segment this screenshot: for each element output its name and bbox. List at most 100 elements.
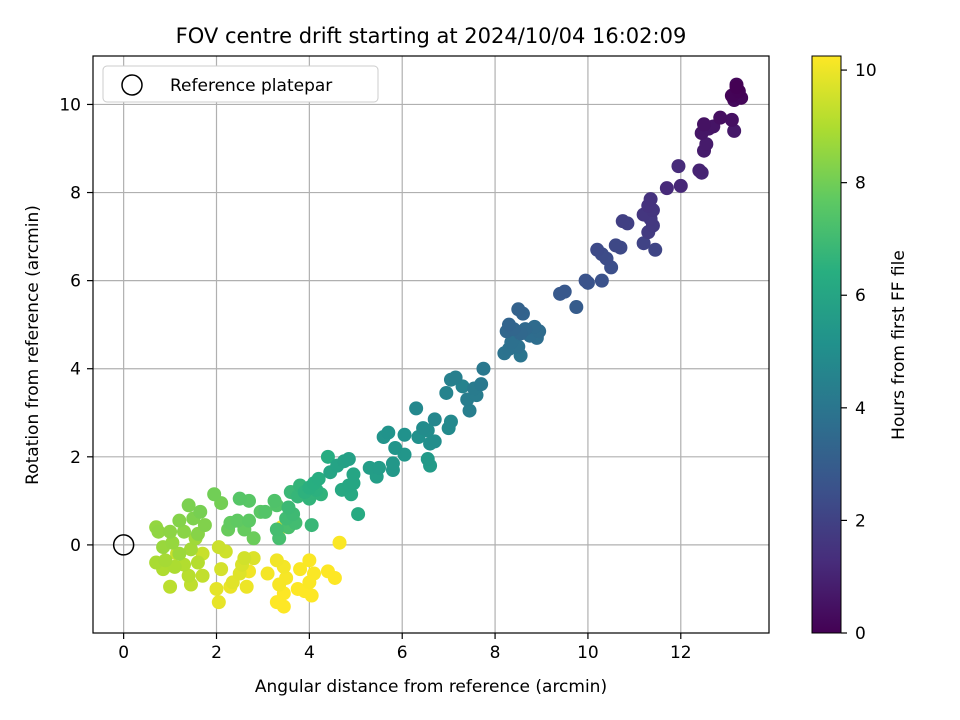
y-axis: 0 2 4 6 8 10	[59, 95, 93, 556]
colorbar-gradient	[811, 55, 842, 634]
chart-title: FOV centre drift starting at 2024/10/04 …	[176, 24, 687, 48]
colorbar-tick-label: 6	[855, 286, 866, 306]
data-point	[276, 599, 291, 614]
data-point	[211, 540, 226, 555]
data-point	[214, 562, 229, 577]
data-point	[272, 577, 287, 592]
legend-box	[102, 65, 379, 103]
data-point	[242, 513, 256, 528]
data-point	[181, 498, 196, 513]
data-point	[385, 456, 400, 471]
y-axis-label: Rotation from reference (arcmin)	[23, 205, 43, 485]
grid-lines	[93, 56, 769, 633]
data-point	[211, 595, 226, 610]
data-point	[304, 518, 319, 533]
data-point	[569, 300, 584, 315]
data-point	[237, 551, 252, 566]
data-point	[409, 401, 424, 416]
colorbar-tick-label: 8	[855, 174, 866, 194]
data-point	[578, 273, 593, 288]
points-layer	[149, 77, 749, 614]
y-tick-label: 10	[59, 95, 81, 115]
x-tick-label: 4	[304, 643, 315, 663]
data-point	[388, 441, 403, 456]
x-axis: 0 2 4 6 8 10 12	[118, 633, 692, 663]
data-point	[462, 403, 477, 418]
data-point	[692, 163, 707, 178]
data-point	[397, 427, 412, 442]
data-point	[293, 562, 308, 577]
x-tick-label: 6	[397, 643, 408, 663]
data-point	[346, 467, 361, 482]
data-point	[332, 535, 347, 550]
data-point	[643, 192, 658, 207]
data-point	[729, 79, 744, 94]
data-point	[183, 542, 198, 557]
x-tick-label: 0	[118, 643, 129, 663]
colorbar-tick-label: 10	[855, 61, 877, 81]
data-point	[209, 581, 224, 596]
data-point	[230, 513, 245, 528]
x-tick-label: 2	[211, 643, 222, 663]
data-point	[177, 524, 191, 539]
data-point	[239, 579, 254, 594]
data-point	[181, 568, 196, 583]
data-point	[727, 123, 742, 138]
data-point	[232, 491, 247, 506]
data-point	[165, 535, 180, 550]
y-tick-label: 2	[70, 448, 81, 468]
data-point	[372, 460, 386, 475]
data-point	[172, 546, 187, 561]
data-point	[163, 524, 178, 539]
data-point	[713, 110, 728, 125]
y-tick-label: 0	[70, 536, 81, 556]
data-point	[557, 284, 572, 299]
plot-frame	[92, 55, 770, 634]
colorbar-ticks: 0 2 4 6 8 10	[841, 61, 877, 644]
data-point	[673, 178, 688, 193]
colorbar-tick-label: 4	[855, 399, 866, 419]
data-point	[443, 414, 458, 429]
data-point	[699, 137, 714, 152]
data-point	[615, 214, 630, 229]
reference-platepar-marker	[112, 534, 135, 556]
data-point	[302, 575, 317, 590]
data-point	[502, 317, 516, 332]
legend-marker	[121, 74, 143, 96]
x-tick-label: 10	[577, 643, 599, 663]
data-point	[636, 236, 651, 251]
data-point	[341, 452, 356, 467]
data-point	[302, 553, 317, 568]
legend: Reference platepar	[102, 65, 379, 103]
data-point	[351, 507, 366, 522]
data-point	[163, 579, 178, 594]
data-point	[281, 500, 296, 515]
data-point	[172, 513, 187, 528]
data-point	[246, 531, 261, 546]
data-point	[207, 487, 222, 502]
y-tick-label: 4	[70, 360, 81, 380]
colorbar-tick-label: 0	[855, 624, 866, 644]
data-point	[594, 273, 609, 288]
data-point	[476, 361, 491, 376]
data-point	[320, 564, 335, 579]
data-point	[648, 242, 663, 257]
data-point	[195, 568, 210, 583]
colorbar-tick-label: 2	[855, 511, 866, 531]
data-point	[158, 553, 173, 568]
data-point	[197, 518, 212, 533]
data-point	[448, 370, 463, 385]
y-tick-label: 8	[70, 184, 81, 204]
data-point	[697, 117, 711, 132]
data-point	[304, 588, 319, 603]
data-point	[590, 242, 605, 257]
data-point	[151, 524, 166, 539]
data-point	[671, 159, 686, 174]
reference-layer	[112, 534, 135, 556]
data-point	[269, 553, 284, 568]
data-point	[190, 555, 205, 570]
x-axis-label: Angular distance from reference (arcmin)	[255, 677, 607, 697]
data-point	[608, 238, 623, 253]
legend-label: Reference platepar	[170, 76, 332, 96]
